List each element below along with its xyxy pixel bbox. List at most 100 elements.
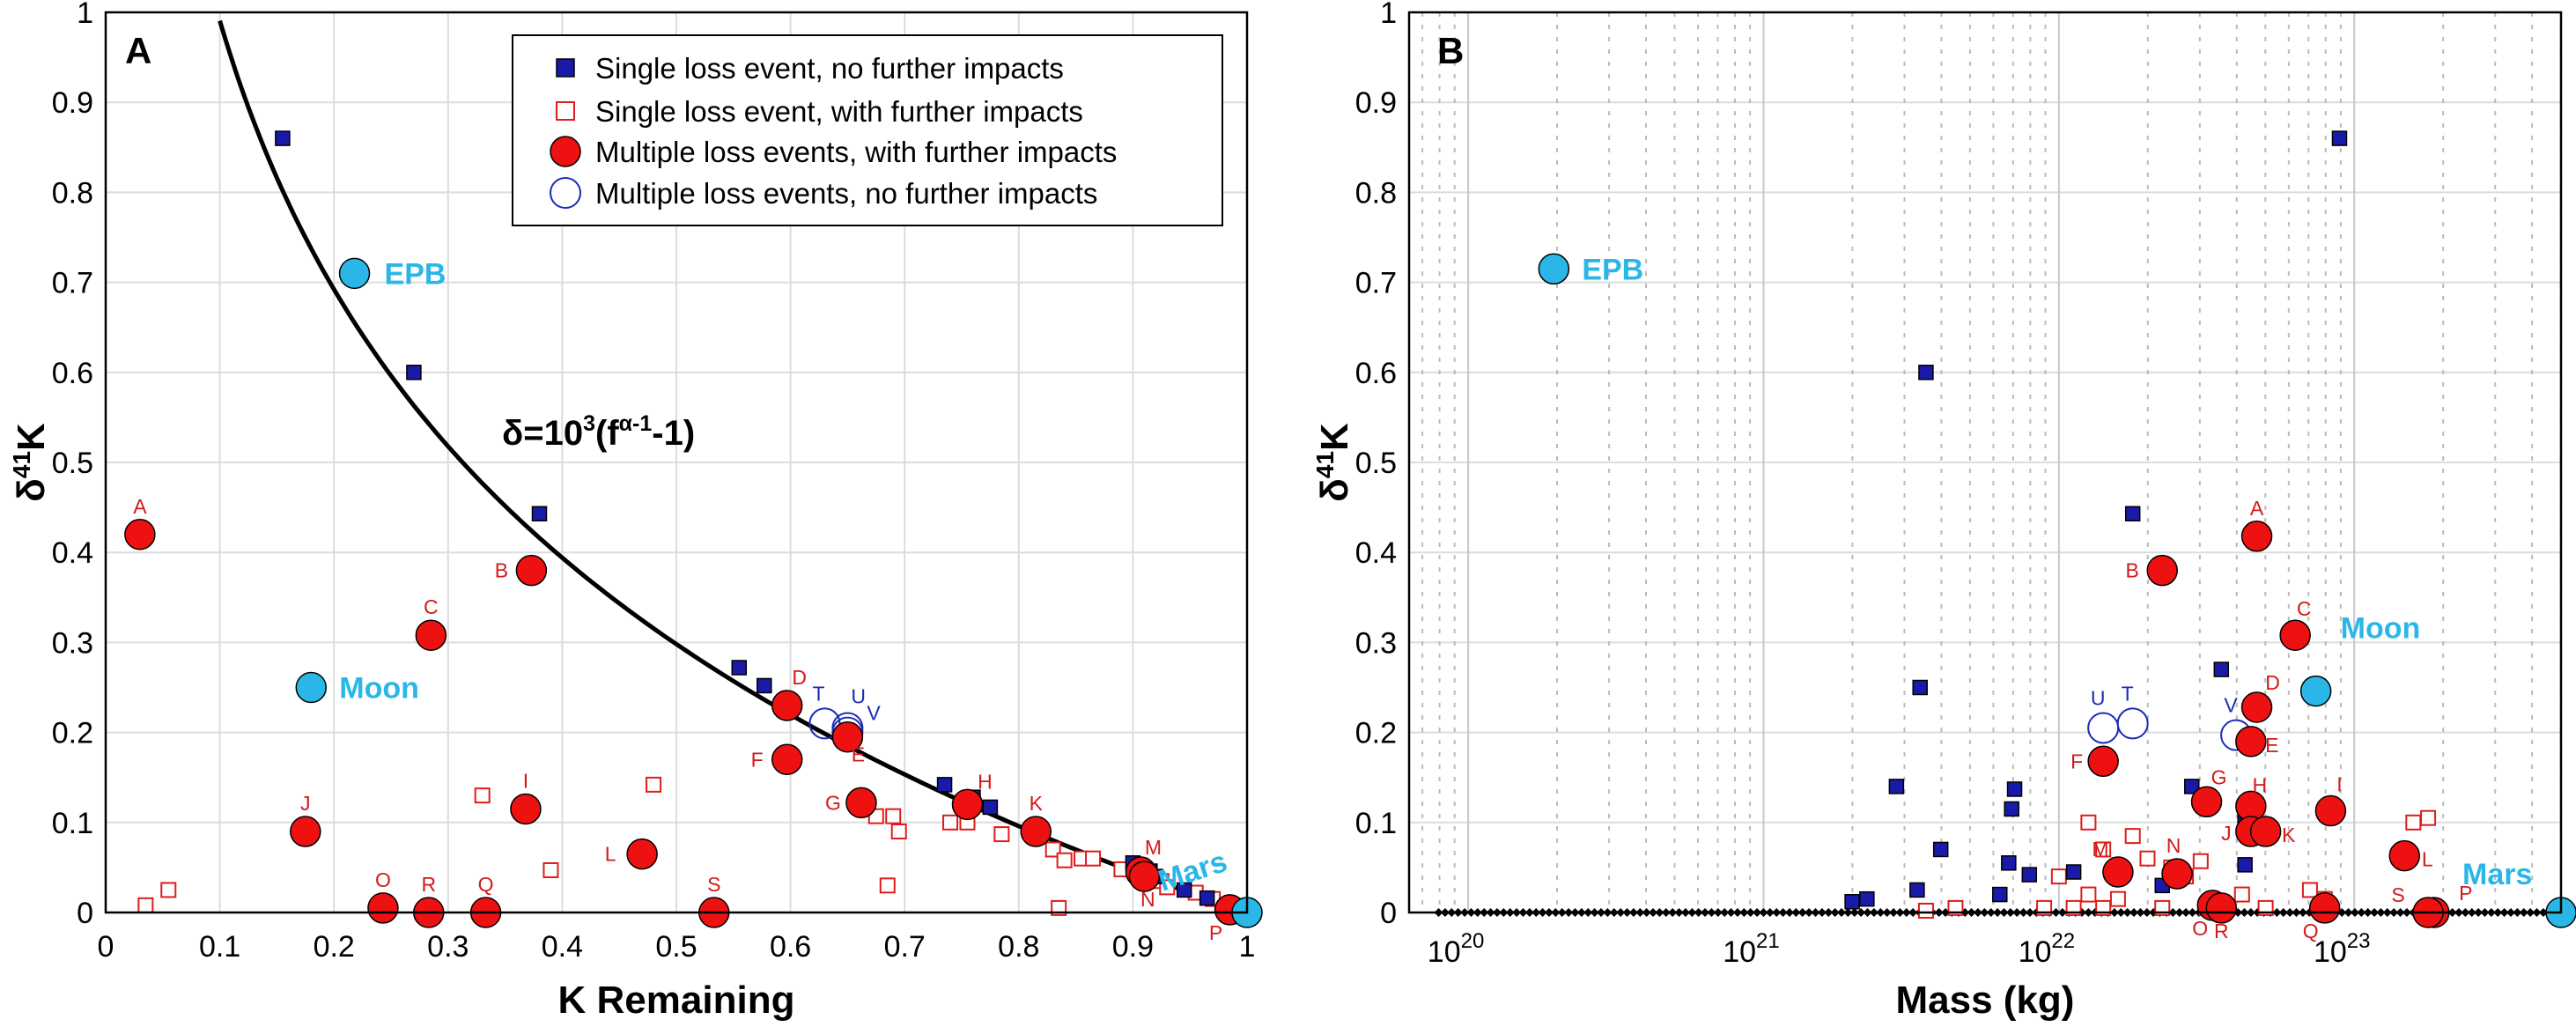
point-label: O [375, 868, 391, 891]
red-circle-point [2205, 892, 2238, 924]
red-circle-point [2388, 839, 2420, 872]
blue-square-point [757, 677, 772, 694]
open-red-square-point [1917, 902, 1934, 919]
y-tick-label: 0.3 [1355, 626, 1397, 660]
red-circle-point [1128, 861, 1161, 892]
y-tick-label: 0.4 [52, 536, 93, 570]
legend-label-0: Single loss event, no further impacts [595, 52, 1064, 85]
blue-square-point [1859, 890, 1875, 907]
blue-square-point [731, 660, 748, 676]
open-red-square-point [2301, 882, 2318, 898]
blue-square-point [531, 506, 548, 522]
panel-b-chart: U T V A B C D E F G H I J K L M N O P Q R S EPB Moon Mars 0 0.1 0.… [1311, 0, 2576, 1022]
point-label: J [300, 792, 311, 815]
open-red-square-point [2124, 828, 2141, 845]
open-blue-circle-point [2087, 712, 2120, 744]
blue-square-point [2124, 506, 2141, 522]
open-red-square-point [2192, 853, 2209, 869]
x-tick-label: 1020 [1428, 929, 1485, 969]
open-red-square-point [543, 861, 559, 878]
panel-b-letter: B [1437, 30, 1464, 71]
y-tick-label: 0.7 [52, 267, 93, 300]
blue-square-point [1918, 365, 1934, 381]
x-tick-label: 0.4 [542, 930, 583, 964]
point-label: F [2070, 750, 2083, 772]
red-circle-point [2314, 794, 2347, 827]
open-red-square-point [474, 787, 491, 804]
red-circle-point [2279, 619, 2311, 651]
open-blue-circle-point [2116, 707, 2149, 740]
x-tick-label: 0.5 [655, 930, 697, 964]
blue-square-point [2006, 781, 2023, 797]
panel-a-letter: A [125, 30, 151, 71]
open-red-square-point [1085, 850, 1102, 867]
named-body-point [2299, 675, 2332, 707]
point-label: C [2297, 597, 2312, 620]
point-label: E [852, 743, 865, 766]
open-red-square-point [2139, 850, 2156, 867]
point-label: F [751, 748, 764, 771]
red-circle-point [2308, 892, 2341, 924]
panel-b-markers: U T V A B C D E F G H I J K L M N O P Q R S EPB Moon Mars [1434, 130, 2576, 942]
point-label: U [851, 684, 866, 707]
fractionation-curve-line [218, 19, 1248, 915]
red-circle-point [771, 743, 803, 776]
point-label: K [1030, 792, 1044, 815]
point-label: S [2391, 883, 2404, 906]
named-body-label: EPB [1582, 253, 1643, 286]
y-tick-label: 0.2 [1355, 717, 1397, 750]
y-tick-label: 0.5 [1355, 447, 1397, 480]
blue-square-point [1992, 886, 2008, 903]
red-circle-point [290, 816, 321, 847]
named-body-label: EPB [385, 257, 447, 291]
point-label: A [133, 495, 147, 518]
y-tick-label: 0.2 [52, 717, 93, 750]
red-circle-point [367, 892, 399, 924]
point-label: N [1140, 888, 1155, 911]
blue-square-point [1932, 841, 1949, 858]
y-tick-label: 0.7 [1355, 267, 1397, 300]
x-tick-label: 0 [98, 930, 114, 964]
blue-square-point [1888, 779, 1905, 794]
red-circle-point [1020, 816, 1052, 847]
y-tick-label: 0.9 [52, 86, 93, 120]
legend-marker-red-circle [550, 136, 581, 167]
red-circle-point [510, 793, 542, 825]
point-label: H [2253, 773, 2268, 796]
red-circle-point [2240, 521, 2273, 552]
point-label: E [2265, 734, 2278, 757]
blue-square-point [2065, 864, 2082, 880]
legend-marker-blue-square [556, 58, 575, 78]
red-circle-point [626, 838, 658, 870]
red-circle-point [2249, 816, 2282, 847]
red-circle-point [771, 690, 803, 721]
blue-square-point [2184, 779, 2200, 794]
y-tick-label: 0.5 [52, 447, 93, 480]
y-tick-label: 1 [77, 0, 93, 30]
open-red-square-point [2420, 809, 2437, 826]
point-label: G [825, 791, 841, 814]
point-label: T [2122, 682, 2134, 705]
blue-square-point [1844, 893, 1860, 910]
point-label: B [2126, 559, 2139, 582]
point-label: U [2091, 686, 2106, 709]
legend-label-2: Multiple loss events, with further impac… [595, 136, 1117, 168]
open-red-square-point [1056, 852, 1073, 868]
open-red-square-point [879, 877, 896, 894]
point-label: R [2214, 920, 2229, 942]
open-red-square-point [1159, 879, 1176, 896]
point-label: S [707, 873, 720, 896]
x-tick-label: 0.6 [770, 930, 811, 964]
open-red-square-point [646, 776, 662, 793]
open-red-square-point [2233, 886, 2250, 903]
legend-marker-open-blue-circle [550, 177, 581, 209]
blue-square-point [2237, 857, 2253, 873]
point-label: Q [478, 873, 494, 896]
open-red-square-point [2080, 814, 2097, 831]
blue-square-point [1909, 882, 1925, 898]
y-tick-label: 0 [77, 897, 93, 930]
point-label: H [978, 770, 993, 793]
open-red-square-point [2080, 886, 2097, 903]
